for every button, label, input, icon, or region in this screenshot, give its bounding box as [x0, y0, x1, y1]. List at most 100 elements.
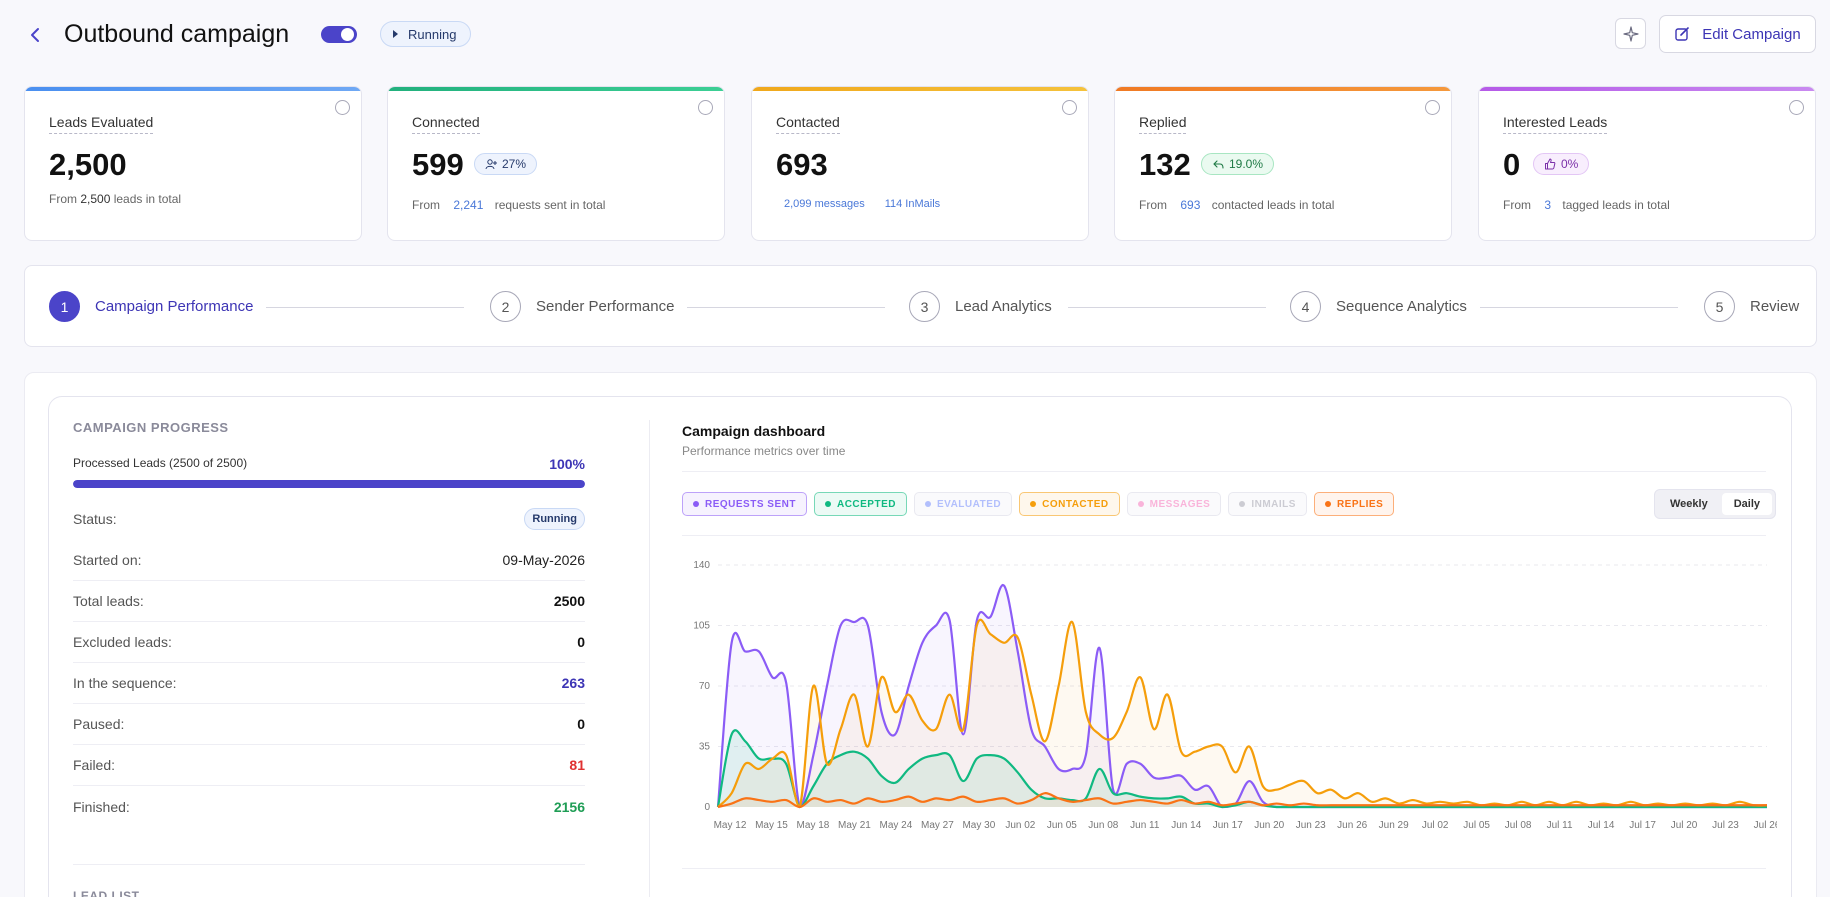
legend-chip-evaluated[interactable]: EVALUATED	[913, 492, 1013, 516]
row-key: Status:	[73, 510, 117, 527]
step-sender-performance[interactable]: 2 Sender Performance	[490, 291, 674, 322]
step-number: 4	[1290, 291, 1321, 322]
y-tick-label: 70	[699, 681, 711, 692]
x-tick-label: Jul 11	[1547, 820, 1573, 831]
stat-card-contacted[interactable]: Contacted 693 2,099 messages 114 InMails	[751, 86, 1089, 241]
series-area-contacted	[718, 619, 1767, 807]
processed-leads-progress-bar	[73, 480, 585, 488]
card-select-radio[interactable]	[335, 100, 350, 115]
x-tick-label: Jun 11	[1130, 820, 1160, 831]
step-review[interactable]: 5 Review	[1704, 291, 1799, 322]
stat-card-replied[interactable]: Replied 132 19.0% From 693 contacted lea…	[1114, 86, 1452, 241]
x-tick-label: Jun 05	[1047, 820, 1077, 831]
edit-icon	[1675, 27, 1690, 41]
legend-label: INMAILS	[1251, 498, 1296, 510]
step-campaign-performance[interactable]: 1 Campaign Performance	[49, 291, 253, 322]
campaign-progress-section: CAMPAIGN PROGRESS Processed Leads (2500 …	[73, 420, 585, 815]
stat-card-connected[interactable]: Connected 599 27% From 2,241 requests se…	[387, 86, 725, 241]
series-area-requests-sent	[718, 585, 1767, 807]
processed-leads-percent: 100%	[549, 456, 585, 472]
analytics-stepper: 1 Campaign Performance 2 Sender Performa…	[24, 265, 1817, 347]
x-tick-label: Jun 17	[1213, 820, 1243, 831]
divider	[682, 471, 1766, 472]
section-title: CAMPAIGN PROGRESS	[73, 420, 229, 435]
legend-dot	[1239, 501, 1246, 507]
x-tick-label: Jun 14	[1171, 820, 1201, 831]
card-sub-suffix: contacted leads in total	[1208, 198, 1335, 212]
row-finished: Finished: 2156	[73, 786, 585, 827]
card-accent-bar	[388, 87, 724, 91]
processed-leads-label: Processed Leads (2500 of 2500)	[73, 456, 248, 470]
card-badge: 19.0%	[1201, 153, 1275, 175]
y-tick-label: 140	[693, 560, 710, 571]
column-divider	[649, 420, 650, 897]
series-area-accepted	[718, 730, 1767, 807]
status-badge-label: Running	[408, 26, 457, 42]
row-value: 09-May-2026	[502, 552, 586, 568]
step-label: Review	[1750, 298, 1800, 315]
divider	[682, 535, 1766, 536]
legend-dot	[1137, 501, 1144, 507]
card-select-radio[interactable]	[1425, 100, 1440, 115]
step-number: 3	[909, 291, 940, 322]
card-subtext: From 2,500 leads in total	[49, 192, 181, 206]
card-subtext: From 693 contacted leads in total	[1139, 198, 1334, 212]
step-sequence-analytics[interactable]: 4 Sequence Analytics	[1290, 291, 1467, 322]
legend-chip-contacted[interactable]: CONTACTED	[1019, 492, 1120, 516]
row-total-leads: Total leads: 2500	[73, 581, 585, 622]
x-tick-label: Jul 08	[1505, 820, 1532, 831]
card-accent-bar	[1115, 87, 1451, 91]
x-tick-label: Jun 29	[1379, 820, 1409, 831]
toggle-weekly[interactable]: Weekly	[1670, 498, 1708, 510]
thumbs-up-icon	[1545, 158, 1556, 170]
card-accent-bar	[1479, 87, 1815, 91]
card-select-radio[interactable]	[1062, 100, 1077, 115]
legend-chip-messages[interactable]: MESSAGES	[1126, 492, 1222, 516]
legend-label: REQUESTS SENT	[705, 498, 796, 510]
campaign-active-toggle[interactable]	[321, 26, 357, 43]
x-tick-label: Jun 23	[1296, 820, 1326, 831]
legend-label: CONTACTED	[1042, 498, 1109, 510]
back-arrow-icon[interactable]	[26, 25, 46, 45]
edit-campaign-label: Edit Campaign	[1702, 25, 1801, 43]
x-tick-label: Jun 02	[1005, 820, 1035, 831]
edit-campaign-button[interactable]: Edit Campaign	[1659, 15, 1816, 53]
row-value: 81	[569, 757, 585, 773]
legend-chip-accepted[interactable]: ACCEPTED	[813, 492, 907, 516]
card-label: Contacted	[776, 114, 840, 134]
legend-dot	[924, 501, 931, 507]
campaign-metrics-chart: 0 35 70 105 140 May 12 May 15 May 18 May 21 May 2…	[693, 560, 1777, 831]
row-paused: Paused: 0	[73, 704, 585, 745]
step-label: Campaign Performance	[95, 298, 254, 315]
page-title: Outbound campaign	[64, 20, 290, 48]
divider	[73, 864, 585, 865]
row-value: 0	[577, 634, 585, 650]
step-connector	[1480, 307, 1678, 308]
x-tick-label: Jul 02	[1422, 820, 1449, 831]
stat-card-interested-leads[interactable]: Interested Leads 0 0% From 3 tagged lead…	[1478, 86, 1816, 241]
legend-chip-replies[interactable]: REPLIES	[1313, 492, 1395, 516]
card-sub-suffix: tagged leads in total	[1559, 198, 1670, 212]
card-value: 2,500	[49, 147, 127, 182]
card-select-radio[interactable]	[1789, 100, 1804, 115]
row-value: 2156	[553, 798, 585, 815]
card-badge-label: 27%	[502, 157, 527, 171]
toggle-daily[interactable]: Daily	[1721, 493, 1773, 515]
legend-chip-inmails[interactable]: INMAILS	[1228, 492, 1307, 516]
card-select-radio[interactable]	[698, 100, 713, 115]
sparkle-button[interactable]	[1615, 18, 1646, 49]
card-sub-suffix: requests sent in total	[491, 198, 606, 212]
x-tick-label: May 18	[797, 820, 830, 831]
card-label: Replied	[1139, 114, 1187, 134]
card-sub-prefix: From	[1139, 198, 1171, 212]
step-lead-analytics[interactable]: 3 Lead Analytics	[909, 291, 1052, 322]
card-accent-bar	[25, 87, 361, 91]
legend-chip-requests-sent[interactable]: REQUESTS SENT	[682, 492, 807, 516]
x-tick-label: Jul 14	[1588, 820, 1615, 831]
legend-dot	[824, 501, 831, 507]
row-value: 0	[577, 716, 585, 732]
stat-card-leads-evaluated[interactable]: Leads Evaluated 2,500 From 2,500 leads i…	[24, 86, 362, 241]
x-tick-label: May 30	[962, 820, 995, 831]
status-badge: Running	[524, 507, 585, 530]
card-sub-value: 2,241	[453, 198, 484, 212]
